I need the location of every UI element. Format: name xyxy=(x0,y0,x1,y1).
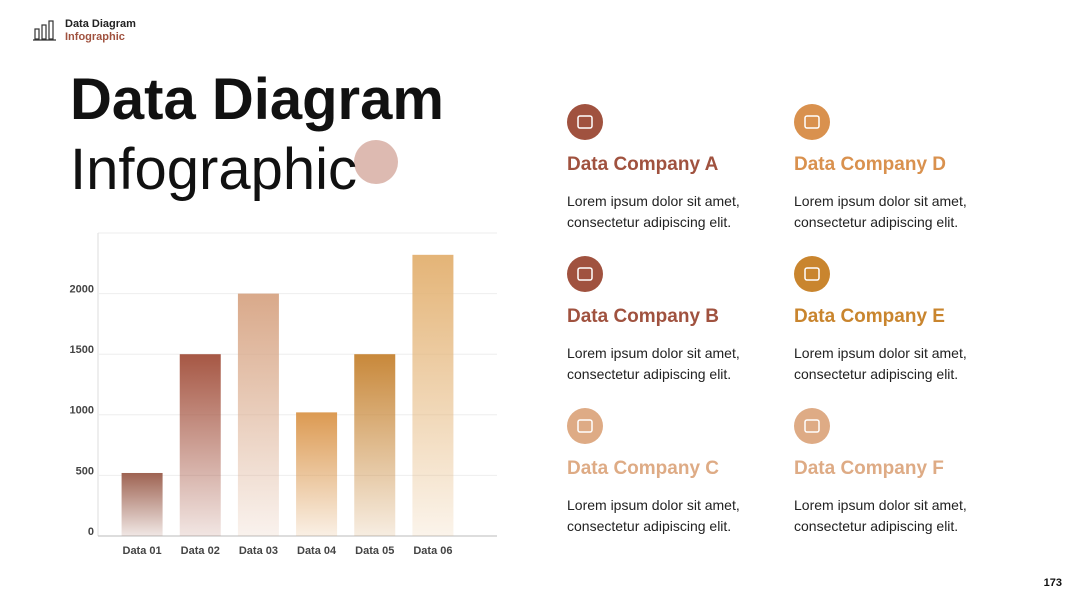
company-desc: Lorem ipsum dolor sit amet, xyxy=(567,497,740,513)
bar xyxy=(179,354,221,536)
company-name: Data Company B xyxy=(567,306,720,327)
company-desc: consectetur adipiscing elit. xyxy=(794,214,959,230)
x-tick-label: Data 04 xyxy=(297,545,337,557)
company-desc: Lorem ipsum dolor sit amet, xyxy=(794,345,967,361)
x-tick-label: Data 03 xyxy=(239,545,278,557)
x-tick-label: Data 06 xyxy=(413,545,452,557)
icon-glyph xyxy=(804,115,820,129)
company-desc: Lorem ipsum dolor sit amet, xyxy=(567,345,740,361)
icon-glyph xyxy=(804,267,820,281)
bar xyxy=(121,472,163,536)
company-name: Data Company C xyxy=(567,458,720,479)
y-tick-label: 2000 xyxy=(70,284,94,296)
title-line2: Infographic xyxy=(70,137,357,202)
y-tick-label: 0 xyxy=(88,526,94,538)
company-name: Data Company A xyxy=(567,154,719,175)
logo-icon xyxy=(33,20,56,41)
company-desc: Lorem ipsum dolor sit amet, xyxy=(794,193,967,209)
x-tick-label: Data 01 xyxy=(123,545,162,557)
decor-circle xyxy=(354,140,398,184)
company-icon xyxy=(794,104,830,140)
bar xyxy=(237,293,279,536)
company-name: Data Company D xyxy=(794,154,947,175)
company-icon xyxy=(567,408,603,444)
company-name: Data Company E xyxy=(794,306,945,327)
icon-glyph xyxy=(577,419,593,433)
company-desc: Lorem ipsum dolor sit amet, xyxy=(567,193,740,209)
y-tick-label: 1000 xyxy=(70,405,94,417)
company-icon xyxy=(794,256,830,292)
company-desc: consectetur adipiscing elit. xyxy=(567,366,732,382)
title-line1: Data Diagram xyxy=(70,67,444,132)
company-desc: consectetur adipiscing elit. xyxy=(794,518,959,534)
y-tick-label: 500 xyxy=(76,465,94,477)
bar xyxy=(412,254,454,537)
header-line1: Data Diagram xyxy=(65,18,136,30)
company-desc: Lorem ipsum dolor sit amet, xyxy=(794,497,967,513)
header-line2: Infographic xyxy=(65,31,125,43)
bar xyxy=(354,354,396,536)
company-icon xyxy=(567,104,603,140)
company-desc: consectetur adipiscing elit. xyxy=(567,214,732,230)
company-name: Data Company F xyxy=(794,458,944,479)
company-icon xyxy=(567,256,603,292)
page-number: 173 xyxy=(1043,577,1062,589)
x-tick-label: Data 02 xyxy=(181,545,220,557)
bar xyxy=(296,412,338,536)
icon-glyph xyxy=(577,267,593,281)
x-tick-label: Data 05 xyxy=(355,545,394,557)
icon-glyph xyxy=(577,115,593,129)
y-tick-label: 1500 xyxy=(70,344,94,356)
company-desc: consectetur adipiscing elit. xyxy=(794,366,959,382)
icon-glyph xyxy=(804,419,820,433)
company-desc: consectetur adipiscing elit. xyxy=(567,518,732,534)
company-icon xyxy=(794,408,830,444)
